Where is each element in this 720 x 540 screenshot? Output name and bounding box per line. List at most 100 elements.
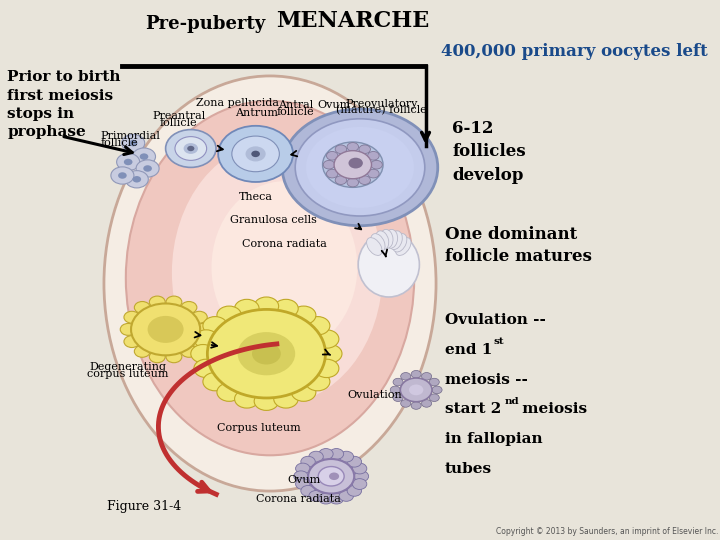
Circle shape — [319, 449, 333, 460]
Circle shape — [195, 323, 211, 335]
Circle shape — [323, 160, 335, 169]
Circle shape — [339, 451, 354, 462]
Circle shape — [305, 373, 330, 391]
Circle shape — [184, 143, 198, 154]
Circle shape — [326, 151, 338, 160]
Ellipse shape — [212, 181, 357, 353]
Circle shape — [218, 126, 293, 182]
Circle shape — [235, 390, 259, 408]
Circle shape — [334, 151, 372, 179]
Circle shape — [246, 146, 266, 161]
Circle shape — [409, 384, 423, 395]
Circle shape — [429, 378, 439, 386]
Circle shape — [132, 148, 156, 165]
Circle shape — [135, 301, 150, 313]
Circle shape — [411, 402, 421, 409]
Ellipse shape — [395, 238, 411, 255]
Circle shape — [301, 485, 315, 496]
Text: Figure 31-4: Figure 31-4 — [107, 500, 181, 513]
Circle shape — [140, 153, 148, 160]
Text: meiosis: meiosis — [517, 402, 587, 416]
Circle shape — [194, 330, 218, 348]
Text: Copyright © 2013 by Saunders, an imprint of Elsevier Inc.: Copyright © 2013 by Saunders, an imprint… — [496, 526, 719, 536]
Circle shape — [318, 345, 342, 363]
Circle shape — [400, 378, 432, 402]
Circle shape — [238, 332, 295, 375]
Circle shape — [118, 172, 127, 179]
Circle shape — [352, 463, 366, 474]
Circle shape — [411, 370, 421, 378]
Text: Preantral: Preantral — [152, 111, 205, 120]
Ellipse shape — [389, 231, 402, 249]
Circle shape — [148, 316, 184, 343]
Circle shape — [254, 392, 279, 410]
Circle shape — [254, 297, 279, 315]
Circle shape — [132, 176, 141, 183]
Circle shape — [217, 306, 241, 325]
Circle shape — [203, 373, 228, 391]
Circle shape — [124, 159, 132, 165]
Circle shape — [347, 178, 359, 187]
Text: Ovulation: Ovulation — [347, 390, 402, 400]
Ellipse shape — [375, 231, 389, 249]
Circle shape — [305, 316, 330, 335]
Text: nd: nd — [505, 397, 519, 406]
Text: end 1: end 1 — [445, 343, 492, 357]
Text: Corpus luteum: Corpus luteum — [217, 423, 301, 433]
Ellipse shape — [366, 238, 382, 255]
Text: follicle: follicle — [101, 138, 138, 147]
Circle shape — [194, 359, 218, 377]
Circle shape — [181, 346, 197, 357]
Text: Ovulation --: Ovulation -- — [445, 313, 546, 327]
Circle shape — [354, 471, 369, 482]
Circle shape — [203, 316, 228, 335]
Circle shape — [315, 330, 339, 348]
Text: Ovum: Ovum — [318, 100, 351, 110]
Circle shape — [120, 323, 136, 335]
Circle shape — [282, 109, 438, 226]
Circle shape — [129, 140, 138, 146]
Circle shape — [135, 346, 150, 357]
Ellipse shape — [380, 230, 393, 248]
Text: follicle: follicle — [276, 107, 314, 117]
Circle shape — [296, 478, 310, 489]
Text: tubes: tubes — [445, 462, 492, 476]
Circle shape — [309, 451, 323, 462]
Ellipse shape — [371, 234, 385, 252]
Text: Ovum: Ovum — [287, 475, 320, 484]
Circle shape — [368, 170, 379, 178]
Circle shape — [371, 160, 382, 169]
Ellipse shape — [126, 101, 414, 455]
Circle shape — [124, 311, 140, 323]
Text: Zona pellucida: Zona pellucida — [196, 98, 279, 107]
Circle shape — [166, 130, 216, 167]
Circle shape — [429, 394, 439, 401]
Text: (mature) follicle: (mature) follicle — [336, 105, 427, 116]
Circle shape — [235, 299, 259, 318]
Circle shape — [136, 160, 159, 177]
Circle shape — [232, 136, 279, 172]
Circle shape — [192, 311, 207, 323]
Circle shape — [335, 145, 346, 153]
Circle shape — [339, 490, 354, 501]
Circle shape — [308, 459, 354, 494]
Circle shape — [294, 471, 308, 482]
Circle shape — [326, 169, 338, 178]
Text: meiosis --: meiosis -- — [445, 373, 528, 387]
Text: Granulosa cells: Granulosa cells — [230, 215, 317, 225]
Text: Pre-puberty: Pre-puberty — [145, 15, 266, 33]
Circle shape — [352, 478, 366, 489]
Circle shape — [368, 151, 379, 160]
Circle shape — [421, 373, 432, 380]
Circle shape — [295, 119, 425, 216]
Circle shape — [359, 176, 370, 185]
Ellipse shape — [359, 232, 420, 297]
Circle shape — [393, 378, 403, 386]
Circle shape — [400, 373, 411, 380]
Text: 400,000 primary oocytes left: 400,000 primary oocytes left — [441, 43, 707, 60]
Circle shape — [390, 386, 400, 394]
Text: Preovulatory: Preovulatory — [346, 99, 418, 109]
Circle shape — [329, 493, 343, 504]
Circle shape — [166, 351, 182, 363]
Circle shape — [181, 301, 197, 313]
